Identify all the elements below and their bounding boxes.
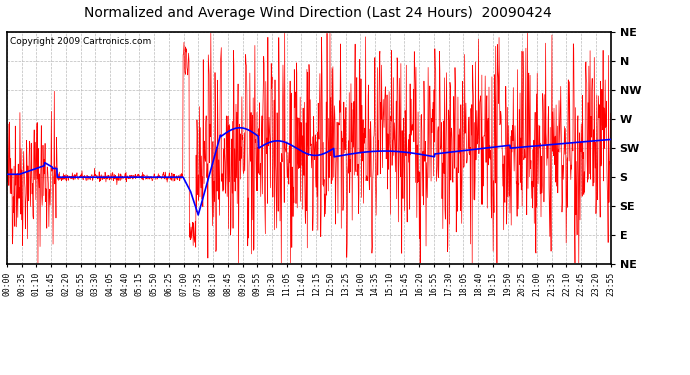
Text: Normalized and Average Wind Direction (Last 24 Hours)  20090424: Normalized and Average Wind Direction (L… — [83, 6, 551, 20]
Text: Copyright 2009 Cartronics.com: Copyright 2009 Cartronics.com — [10, 36, 151, 45]
